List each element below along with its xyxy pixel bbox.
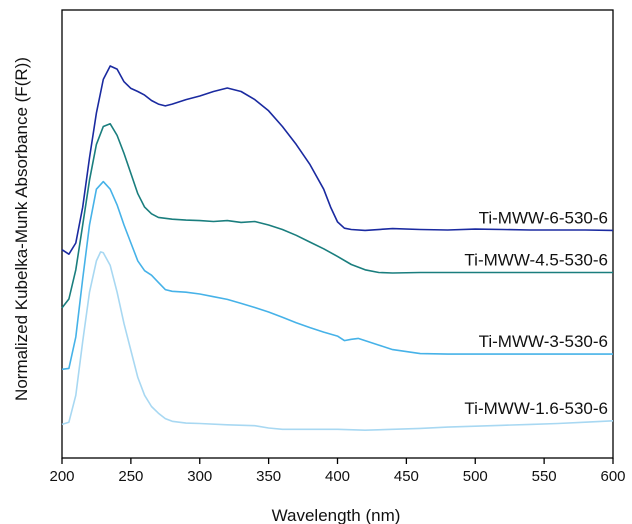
x-tick-label: 250 [118,468,143,485]
y-axis-title: Normalized Kubelka-Munk Absorbance (F(R)… [12,57,31,401]
x-tick-label: 550 [532,468,557,485]
x-tick-label: 450 [394,468,419,485]
series-line-3 [61,251,614,431]
series-label-0: Ti-MWW-6-530-6 [479,208,608,227]
series-line-0 [61,65,614,255]
series-label-2: Ti-MWW-3-530-6 [479,332,608,351]
series-lines [61,65,614,431]
x-tick-label: 300 [187,468,212,485]
series-line-2 [61,180,613,371]
series-line-1 [61,123,613,309]
x-tick-label: 500 [463,468,488,485]
series-label-3: Ti-MWW-1.6-530-6 [464,399,608,418]
series-labels: Ti-MWW-6-530-6 Ti-MWW-4.5-530-6 Ti-MWW-3-5… [464,208,608,417]
x-tick-label: 350 [256,468,281,485]
x-axis-ticks: 200 250 300 350 400 450 500 550 600 [49,458,626,485]
x-tick-label: 400 [325,468,350,485]
plot-frame [61,9,614,459]
plot-border [61,9,614,459]
x-axis-title: Wavelength (nm) [272,506,401,524]
x-tick-label: 200 [49,468,74,485]
x-tick-label: 600 [600,468,625,485]
series-label-1: Ti-MWW-4.5-530-6 [464,251,608,270]
